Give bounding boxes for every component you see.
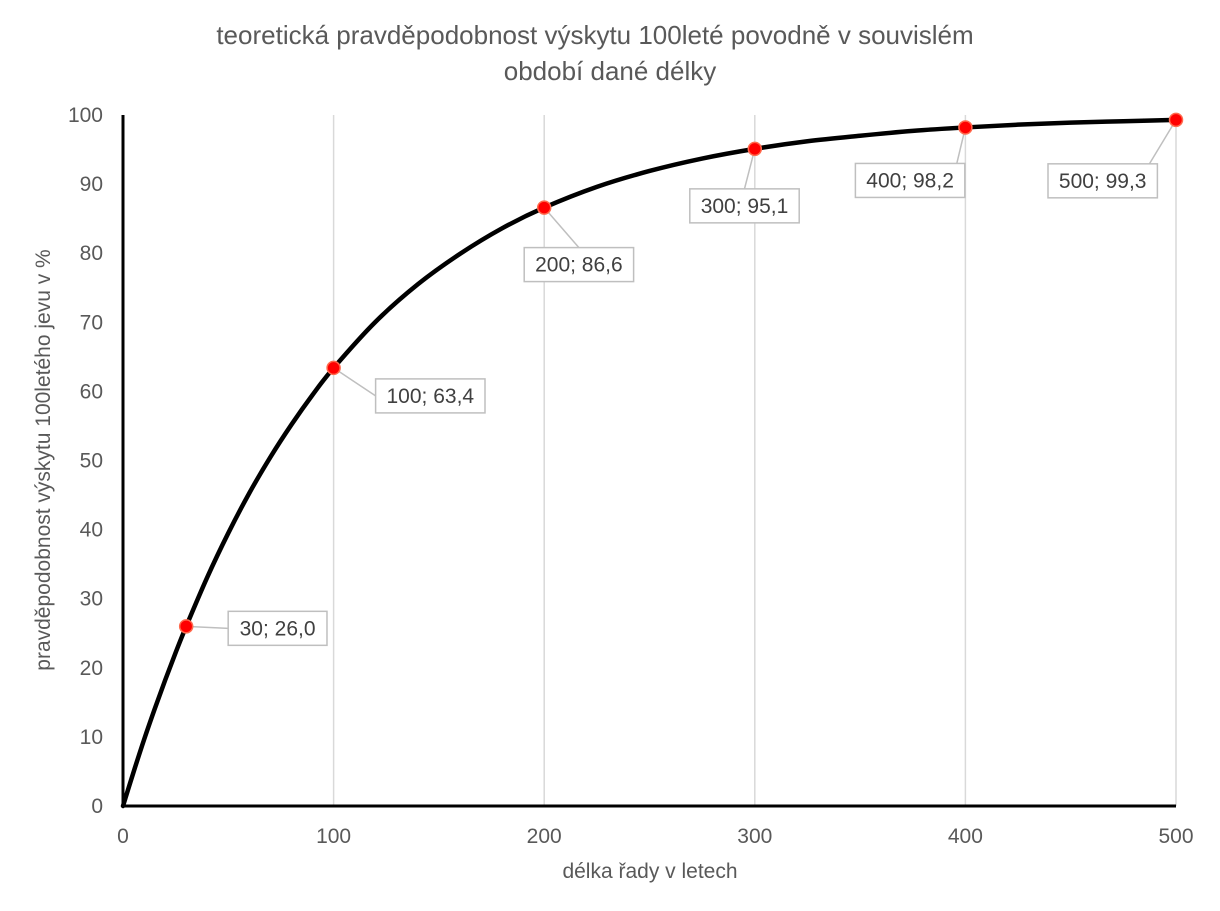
data-label-box-30 [227,610,328,647]
leader-line-200 [543,207,580,249]
y-tick-20: 20 [80,657,103,680]
x-tick-500: 500 [1158,825,1193,848]
data-point-400 [958,120,973,135]
y-tick-10: 10 [80,726,103,749]
chart-title-line-2: období dané délky [504,56,717,86]
data-label-300: 300; 95,1 [701,195,789,218]
data-labels: 30; 26,0 100; 63,4 200; 86,6 300; 95,1 400; … [227,162,1159,647]
x-tick-400: 400 [948,825,983,848]
data-label-box-400 [854,162,966,199]
y-tick-100: 100 [68,104,103,127]
y-tick-50: 50 [80,450,103,473]
y-tick-40: 40 [80,519,103,542]
data-label-500: 500; 99,3 [1059,170,1147,193]
y-tick-30: 30 [80,588,103,611]
y-tick-labels: 0 10 20 30 40 50 60 70 80 90 100 [68,104,103,818]
y-tick-0: 0 [91,795,103,818]
data-label-30: 30; 26,0 [240,617,316,640]
data-label-box-100 [374,378,486,414]
x-tick-200: 200 [527,825,562,848]
data-label-box-200 [523,246,635,283]
y-tick-60: 60 [80,380,103,403]
y-tick-70: 70 [80,311,103,334]
leader-line-100 [333,367,377,397]
data-label-box-500 [1047,163,1159,199]
data-markers [178,112,1184,634]
y-axis-label: pravděpodobnost výskytu 100letého jevu v… [32,249,55,670]
chart-title-line-1: teoretická pravděpodobnost výskytu 100le… [216,20,973,50]
data-point-100 [326,360,341,376]
y-tick-80: 80 [80,242,103,265]
data-point-300 [747,141,763,157]
data-label-400: 400; 98,2 [866,169,954,192]
x-tick-100: 100 [316,825,351,848]
data-label-box-300 [689,188,800,224]
x-axis-label: délka řady v letech [562,860,737,883]
y-tick-90: 90 [80,173,103,196]
data-point-500 [1168,112,1184,128]
leader-line-500 [1148,119,1177,165]
data-point-200 [536,200,552,215]
data-point-30 [178,619,194,634]
x-tick-labels: 0 100 200 300 400 500 [117,825,1193,848]
probability-curve [120,117,1179,809]
data-label-100: 100; 63,4 [387,385,475,408]
x-tick-300: 300 [737,825,772,848]
data-label-200: 200; 86,6 [535,254,623,277]
grid-lines [332,115,1177,806]
x-tick-0: 0 [117,825,129,848]
